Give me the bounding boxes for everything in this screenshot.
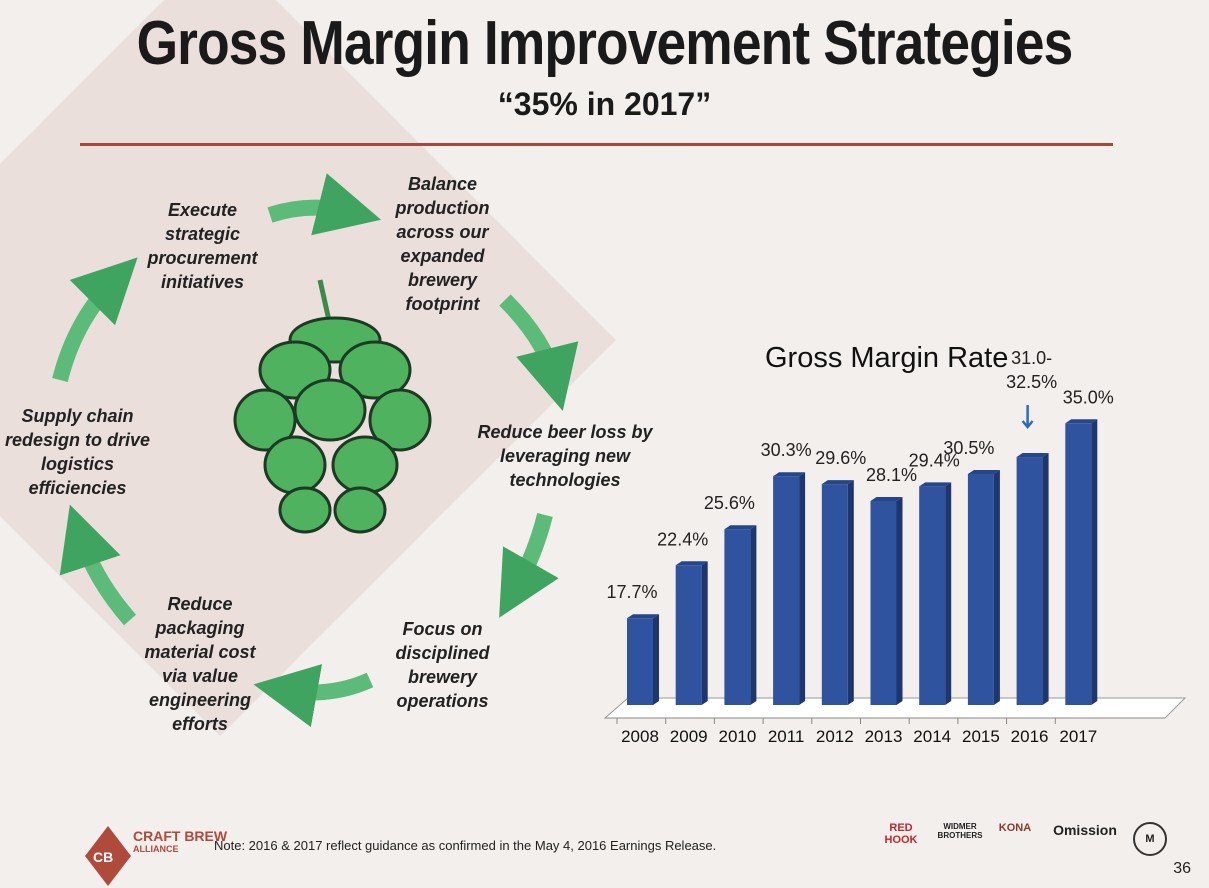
step-supply-chain: Supply chain redesign to drive logistics… — [4, 406, 151, 498]
bar-2014 — [919, 486, 946, 705]
bar-top — [675, 561, 708, 566]
data-label: 31.0- — [1011, 348, 1052, 368]
chart-title: Gross Margin Rate — [765, 342, 1008, 374]
arrow-3 — [499, 513, 559, 618]
bar-2017 — [1065, 423, 1092, 705]
page-number: 36 — [1173, 860, 1191, 877]
data-label: 32.5% — [1006, 372, 1057, 392]
x-tick-label: 2009 — [670, 727, 708, 746]
footnote: Note: 2016 & 2017 reflect guidance as co… — [214, 838, 717, 853]
brand-kona: KONA — [998, 822, 1032, 834]
x-tick-label: 2011 — [768, 727, 805, 746]
bar-2012 — [821, 484, 848, 705]
craft-brew-wordmark: CRAFT BREW ALLIANCE — [133, 828, 228, 854]
data-label: 30.5% — [943, 438, 994, 458]
bar-side — [945, 482, 952, 705]
bar-2016 — [1016, 457, 1043, 705]
bar-side — [993, 469, 1000, 705]
brand-omission: Omission — [1053, 822, 1117, 838]
bar-side — [896, 497, 903, 705]
bar-side — [701, 561, 708, 705]
title-divider — [80, 143, 1113, 146]
x-tick-label: 2014 — [913, 727, 951, 746]
guidance-arrow-icon — [1021, 405, 1034, 429]
hop-icon — [233, 279, 432, 534]
bar-2008 — [627, 618, 653, 705]
bar-top — [967, 469, 1000, 474]
step-brewery-operations: Focus on disciplined brewery operations — [395, 619, 490, 711]
bar-top — [919, 482, 952, 487]
bar-2013 — [870, 501, 897, 705]
brand-widmer: WIDMER BROTHERS — [937, 822, 983, 840]
arrow-4 — [253, 664, 374, 728]
bar-side — [1091, 419, 1098, 705]
x-tick-label: 2012 — [816, 727, 854, 746]
step-procurement: Execute strategic procurement initiative… — [147, 200, 258, 292]
step-packaging-cost: Reduce packaging material cost via value… — [144, 594, 256, 734]
arrow-1 — [267, 173, 382, 236]
bar-top — [870, 497, 903, 502]
x-tick-label: 2015 — [962, 727, 1000, 746]
bar-2009 — [675, 565, 702, 705]
bar-top — [1065, 419, 1098, 424]
data-label: 17.7% — [606, 582, 657, 602]
brand-m: M — [1133, 822, 1167, 856]
bar-top — [627, 614, 659, 619]
x-tick-label: 2016 — [1011, 727, 1049, 746]
gross-margin-chart: Gross Margin Rate 2008 17.7% 2009 22.4% 2010… — [603, 342, 1187, 746]
craft-brew-logo: CB — [85, 826, 131, 886]
bar-2011 — [773, 476, 800, 705]
arrow-6 — [52, 257, 138, 382]
x-tick-label: 2010 — [718, 727, 756, 746]
bar-top — [724, 525, 757, 530]
data-label: 25.6% — [704, 493, 755, 513]
page-subtitle: “35% in 2017” — [497, 86, 712, 122]
step-balance-production: Balance production across our expanded b… — [395, 174, 490, 314]
arrow-5 — [59, 504, 137, 626]
bar-2010 — [724, 529, 751, 705]
arrow-2 — [499, 294, 579, 412]
bar-side — [750, 525, 757, 705]
bar-top — [821, 480, 854, 485]
cycle-arrows — [52, 173, 579, 728]
data-label: 22.4% — [657, 529, 708, 549]
x-tick-label: 2008 — [621, 727, 659, 746]
bar-side — [653, 614, 659, 705]
page-title: Gross Margin Improvement Strategies — [136, 9, 1074, 78]
svg-text:CB: CB — [93, 849, 113, 865]
data-label: 28.1% — [866, 465, 917, 485]
x-tick-label: 2013 — [865, 727, 903, 746]
bar-side — [847, 480, 854, 705]
bar-2015 — [967, 473, 994, 705]
step-reduce-beer-loss: Reduce beer loss by leveraging new techn… — [477, 422, 653, 490]
bar-top — [773, 472, 806, 477]
data-label: 30.3% — [761, 440, 812, 460]
data-label: 35.0% — [1063, 387, 1114, 407]
brand-redhook: RED HOOK — [884, 822, 918, 846]
x-tick-label: 2017 — [1059, 727, 1097, 746]
bar-side — [799, 472, 806, 705]
bar-side — [1042, 453, 1049, 705]
data-label: 29.6% — [815, 448, 866, 468]
bar-top — [1016, 453, 1049, 458]
data-label: 29.4% — [909, 450, 960, 470]
